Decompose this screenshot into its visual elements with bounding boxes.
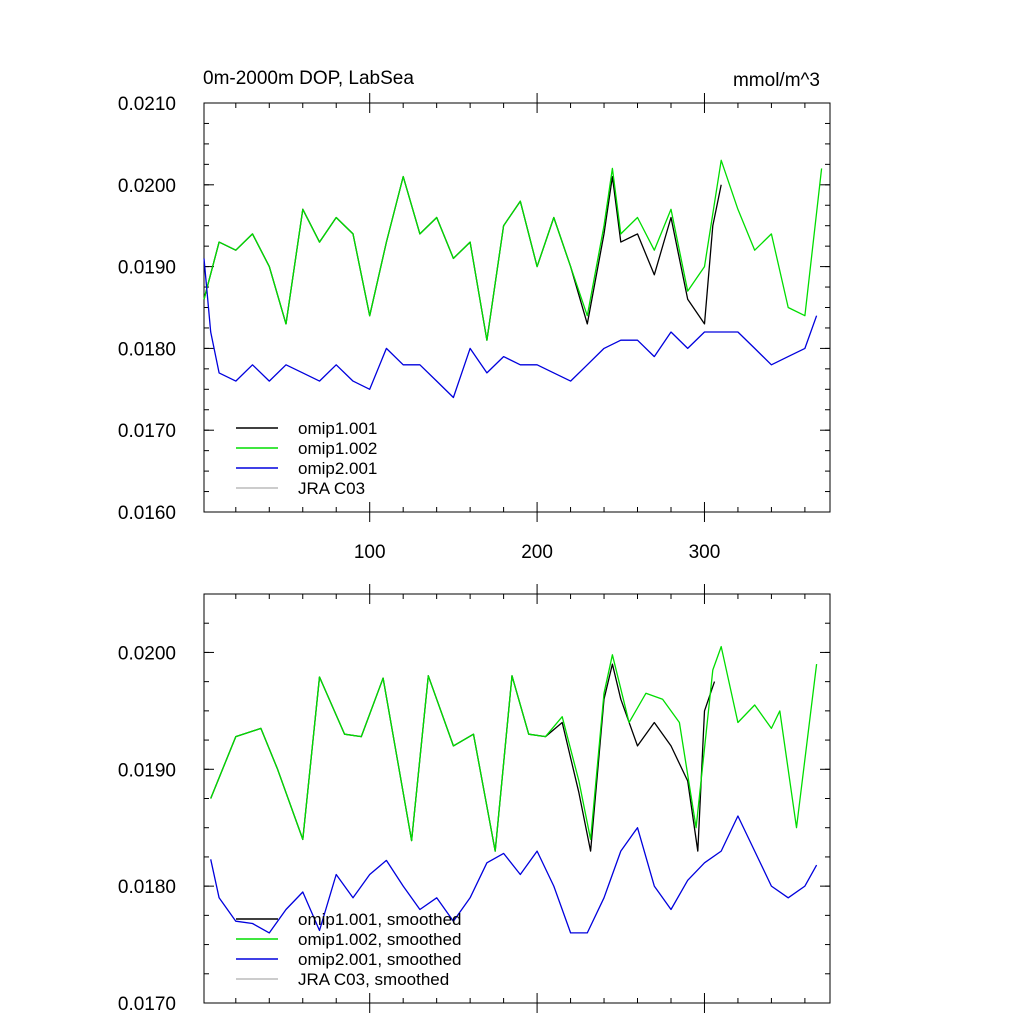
legend-label: omip1.001 — [298, 419, 377, 438]
bottom-chart-panel: 0.0170 0.0180 0.0190 0.0200 omip1.001, smoot… — [118, 584, 831, 1015]
y-tick-label: 0.0200 — [118, 176, 176, 197]
series-line-omip2-001-smoothed — [210, 815, 818, 934]
series-line-omip1-002-smoothed — [210, 645, 818, 852]
legend-label: omip1.002, smoothed — [298, 930, 462, 949]
y-tick-label: 0.0170 — [118, 994, 176, 1015]
y-tick-label: 0.0180 — [118, 877, 176, 898]
series-line-omip1-001 — [203, 175, 722, 341]
top-chart-panel: 0m-2000m DOP, LabSea mmol/m^3 100 200 300 0… — [118, 68, 831, 563]
series-line-omip1-002 — [203, 159, 823, 341]
y-tick-label: 0.0190 — [118, 760, 176, 781]
legend-label: JRA C03 — [298, 479, 365, 498]
x-tick-label: 200 — [521, 542, 553, 563]
x-tick-label: 300 — [689, 542, 721, 563]
top-chart-title: 0m-2000m DOP, LabSea — [203, 68, 414, 89]
y-tick-label: 0.0160 — [118, 503, 176, 524]
legend-label: omip1.001, smoothed — [298, 910, 462, 929]
legend-label: JRA C03, smoothed — [298, 970, 449, 989]
x-tick-label: 100 — [354, 542, 386, 563]
series-line-omip1-001-smoothed — [210, 663, 716, 852]
series-line-omip2-001 — [203, 258, 818, 399]
y-tick-label: 0.0210 — [118, 94, 176, 115]
legend-label: omip2.001, smoothed — [298, 950, 462, 969]
y-tick-label: 0.0180 — [118, 339, 176, 360]
y-tick-label: 0.0200 — [118, 643, 176, 664]
legend-label: omip2.001 — [298, 459, 377, 478]
y-tick-label: 0.0170 — [118, 421, 176, 442]
top-chart-units: mmol/m^3 — [733, 70, 820, 91]
y-tick-label: 0.0190 — [118, 258, 176, 279]
legend-label: omip1.002 — [298, 439, 377, 458]
